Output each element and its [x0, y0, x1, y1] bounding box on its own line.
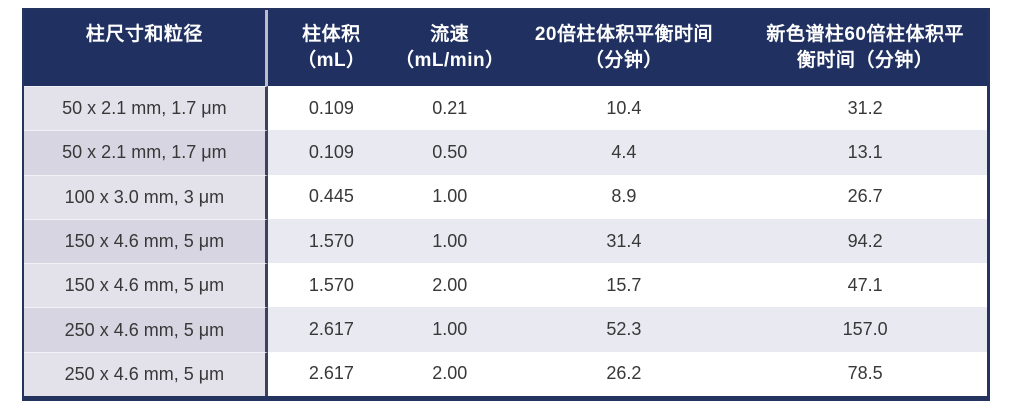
header-line2: 衡时间（分钟）	[796, 50, 934, 71]
value-cell: 26.2	[504, 351, 744, 397]
value-cell: 26.7	[743, 174, 988, 219]
table-row: 150 x 4.6 mm, 5 μm 1.570 2.00 15.7 47.1	[24, 263, 988, 308]
value-cell: 10.4	[504, 86, 744, 131]
value-cell: 1.570	[267, 263, 396, 308]
header-20x-equilibration-time: 20倍柱体积平衡时间 （分钟）	[505, 10, 744, 86]
value-cell: 0.445	[267, 174, 396, 219]
header-line1: 20倍柱体积平衡时间	[534, 24, 713, 45]
header-line2: （mL）	[297, 50, 366, 71]
value-cell: 31.4	[504, 218, 744, 264]
value-cell: 2.617	[267, 351, 396, 397]
value-cell: 1.00	[395, 218, 505, 264]
value-cell: 15.7	[504, 263, 744, 308]
column-dimension-cell: 50 x 2.1 mm, 1.7 μm	[24, 130, 268, 175]
header-60x-equilibration-time: 新色谱柱60倍柱体积平 衡时间（分钟）	[743, 10, 987, 86]
value-cell: 157.0	[743, 307, 988, 352]
value-cell: 13.1	[743, 130, 988, 175]
value-cell: 0.21	[395, 86, 505, 131]
value-cell: 2.00	[395, 351, 505, 397]
column-dimension-cell: 100 x 3.0 mm, 3 μm	[24, 174, 268, 219]
value-cell: 1.00	[395, 307, 505, 352]
table-row: 150 x 4.6 mm, 5 μm 1.570 1.00 31.4 94.2	[24, 218, 988, 264]
value-cell: 0.109	[267, 86, 396, 131]
value-cell: 2.617	[267, 307, 396, 352]
header-line2: （mL/min）	[395, 50, 505, 71]
value-cell: 8.9	[504, 174, 744, 219]
value-cell: 2.00	[395, 263, 505, 308]
header-line1: 新色谱柱60倍柱体积平	[766, 24, 964, 45]
table-row: 100 x 3.0 mm, 3 μm 0.445 1.00 8.9 26.7	[24, 174, 988, 219]
table-row: 50 x 2.1 mm, 1.7 μm 0.109 0.50 4.4 13.1	[24, 130, 988, 175]
table-header-row: 柱尺寸和粒径 柱体积 （mL） 流速 （mL/min） 20倍柱体积平衡时间 （…	[24, 10, 987, 86]
value-cell: 1.00	[395, 174, 505, 219]
header-line1: 柱体积	[302, 24, 361, 45]
table-row: 50 x 2.1 mm, 1.7 μm 0.109 0.21 10.4 31.2	[24, 86, 988, 131]
column-dimension-cell: 250 x 4.6 mm, 5 μm	[24, 351, 268, 397]
value-cell: 94.2	[743, 218, 988, 264]
value-cell: 52.3	[504, 307, 744, 352]
column-dimension-cell: 250 x 4.6 mm, 5 μm	[24, 307, 268, 352]
equilibration-time-table: 柱尺寸和粒径 柱体积 （mL） 流速 （mL/min） 20倍柱体积平衡时间 （…	[22, 8, 990, 402]
value-cell: 47.1	[743, 263, 988, 308]
table-row: 250 x 4.6 mm, 5 μm 2.617 1.00 52.3 157.0	[24, 307, 988, 352]
value-cell: 0.50	[395, 130, 505, 175]
header-line1: 柱尺寸和粒径	[85, 24, 203, 45]
value-cell: 1.570	[267, 218, 396, 264]
value-cell: 0.109	[267, 130, 396, 175]
header-column-dimensions: 柱尺寸和粒径	[24, 10, 268, 86]
column-dimension-cell: 50 x 2.1 mm, 1.7 μm	[24, 86, 268, 131]
header-line1: 流速	[430, 24, 470, 45]
header-column-volume: 柱体积 （mL）	[268, 10, 395, 86]
column-dimension-cell: 150 x 4.6 mm, 5 μm	[24, 218, 268, 264]
header-line2: （分钟）	[584, 50, 663, 71]
value-cell: 31.2	[743, 86, 988, 131]
value-cell: 4.4	[504, 130, 744, 175]
table-row: 250 x 4.6 mm, 5 μm 2.617 2.00 26.2 78.5	[24, 351, 988, 397]
column-dimension-cell: 150 x 4.6 mm, 5 μm	[24, 263, 268, 308]
table-body: 50 x 2.1 mm, 1.7 μm 0.109 0.21 10.4 31.2 50 x…	[24, 86, 988, 397]
value-cell: 78.5	[743, 351, 988, 397]
header-flow-rate: 流速 （mL/min）	[395, 10, 505, 86]
